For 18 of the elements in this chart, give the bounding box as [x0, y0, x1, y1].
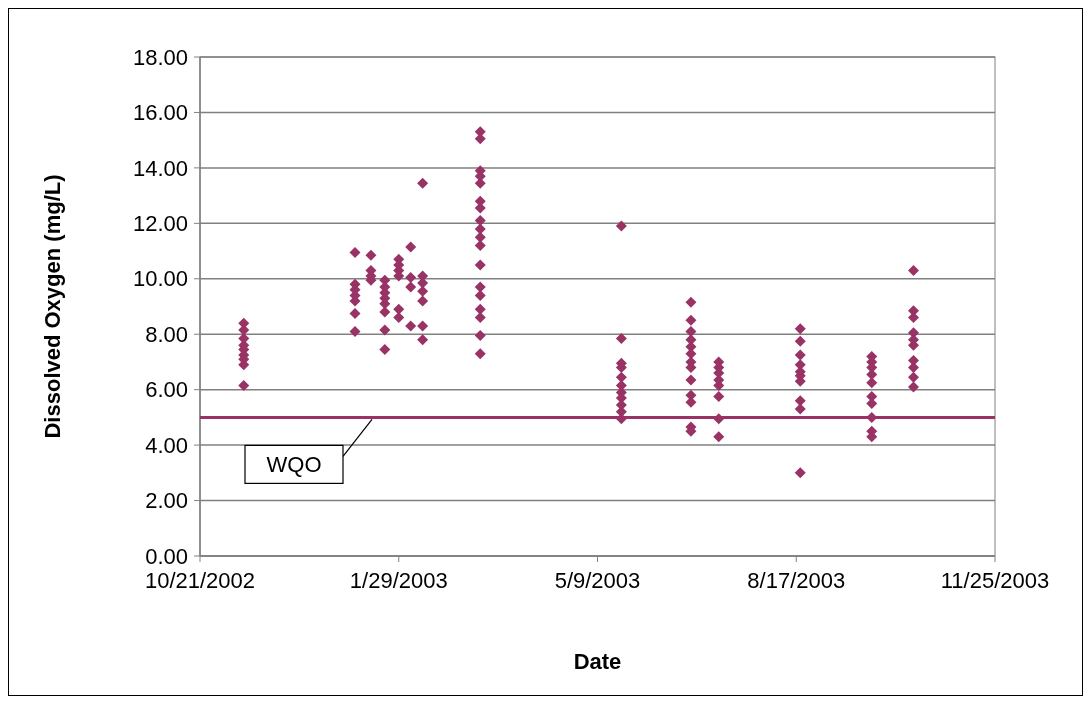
x-tick-label: 11/25/2003 [940, 568, 1050, 593]
x-tick-label: 1/29/2003 [349, 568, 448, 593]
y-tick-label: 8.00 [145, 321, 188, 347]
y-tick-label: 12.00 [132, 211, 188, 237]
y-tick-label: 0.00 [145, 543, 188, 569]
y-tick-label: 2.00 [145, 488, 188, 514]
x-tick-label: 5/9/2003 [554, 568, 641, 593]
x-tick-label: 10/21/2002 [144, 568, 256, 593]
x-axis-title: Date [573, 649, 622, 674]
y-tick-label: 14.00 [132, 155, 188, 181]
y-tick-label: 10.00 [132, 266, 188, 292]
ref-line-label: WQO [266, 452, 322, 478]
x-tick-label: 8/17/2003 [747, 568, 846, 593]
y-tick-label: 6.00 [145, 377, 188, 403]
y-axis-title: Dissolved Oxygen (mg/L) [40, 174, 65, 439]
y-tick-label: 18.00 [132, 44, 188, 70]
y-tick-label: 16.00 [132, 100, 188, 126]
y-tick-label: 4.00 [145, 432, 188, 458]
